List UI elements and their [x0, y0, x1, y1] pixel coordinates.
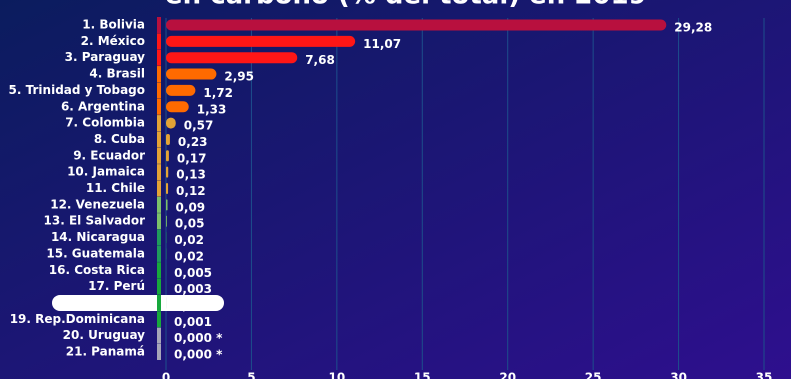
- bar-marker: [157, 327, 161, 344]
- value-label: 0,000 *: [174, 348, 223, 362]
- value-label: 0,000 *: [174, 331, 223, 345]
- bar-marker: [157, 196, 161, 213]
- x-tick-label: 25: [585, 371, 602, 379]
- bar-marker: [157, 82, 161, 99]
- value-label: 0,12: [176, 184, 206, 198]
- bar: [166, 183, 169, 194]
- x-tick-label: 35: [756, 371, 773, 379]
- y-tick-label: 5. Trinidad y Tobago: [9, 83, 145, 97]
- value-label: 0,001: [174, 315, 212, 329]
- bar-marker: [157, 115, 161, 132]
- y-tick-label: 17. Perú: [88, 279, 145, 293]
- x-tick-label: 10: [329, 371, 346, 379]
- y-tick-label: 12. Venezuela: [50, 197, 145, 211]
- y-tick-label: 11. Chile: [86, 181, 145, 195]
- bar: [166, 133, 170, 145]
- y-tick-label: 21. Panamá: [66, 345, 145, 359]
- bar-marker: [157, 278, 161, 295]
- y-tick-label: 15. Guatemala: [46, 246, 145, 260]
- y-tick-label: 7. Colombia: [65, 116, 145, 130]
- value-label: 0,13: [176, 168, 206, 182]
- value-label: 1,33: [197, 102, 227, 116]
- bar: [166, 215, 167, 227]
- bar-marker: [157, 311, 161, 328]
- bar-marker: [157, 245, 161, 262]
- y-tick-label: 16. Costa Rica: [49, 263, 145, 277]
- bar: [166, 199, 168, 211]
- bar-marker: [157, 17, 161, 33]
- value-label: 0,05: [175, 217, 205, 231]
- y-tick-label: 18. Honduras: [54, 295, 145, 309]
- value-label: 0,02: [174, 233, 204, 247]
- y-tick-label: 6. Argentina: [61, 99, 145, 113]
- y-tick-label: 19. Rep.Dominicana: [10, 312, 145, 326]
- x-tick-label: 0: [162, 371, 170, 379]
- y-tick-label: 1. Bolivia: [82, 18, 145, 32]
- bar: [166, 84, 196, 96]
- bar-marker: [157, 98, 161, 115]
- y-tick-label: 2. México: [81, 34, 145, 48]
- x-tick-label: 5: [247, 371, 255, 379]
- y-tick-label: 20. Uruguay: [63, 328, 146, 342]
- value-label: 1,72: [203, 86, 233, 100]
- chart-title: en carbono (% del total) en 2019: [165, 0, 647, 11]
- y-tick-label: 4. Brasil: [89, 67, 145, 81]
- bar: [166, 19, 667, 31]
- bar: [166, 101, 189, 113]
- value-label: 0,23: [178, 135, 208, 149]
- x-tick-label: 15: [414, 371, 431, 379]
- value-label: 7,68: [305, 53, 335, 67]
- highlight: [52, 294, 224, 311]
- bar-marker: [157, 262, 161, 279]
- bar-marker: [157, 131, 161, 148]
- bar-marker: [157, 147, 161, 164]
- y-tick-label: 13. El Salvador: [44, 214, 146, 228]
- value-label: 0,57: [184, 119, 214, 133]
- bar-marker: [157, 49, 161, 66]
- bar-marker: [157, 164, 161, 181]
- bar: [166, 35, 356, 47]
- y-tick-label: 3. Paraguay: [65, 50, 146, 64]
- bar: [166, 166, 169, 178]
- y-tick-label: 10. Jamaica: [67, 165, 145, 179]
- value-label: 0,02: [174, 249, 204, 263]
- x-tick-label: 30: [670, 371, 687, 379]
- bar-marker: [157, 66, 161, 83]
- bar: [166, 52, 298, 64]
- bar-marker: [157, 180, 161, 197]
- y-tick-label: 8. Cuba: [94, 132, 145, 146]
- bar-marker: [157, 294, 161, 311]
- y-tick-label: 9. Ecuador: [73, 148, 145, 162]
- bar-marker: [157, 344, 161, 360]
- value-label: 0,003: [174, 282, 212, 296]
- value-label: 11,07: [363, 37, 401, 51]
- value-label: 2,95: [224, 70, 254, 84]
- x-tick-label: 20: [499, 371, 516, 379]
- value-label: 0,17: [177, 151, 207, 165]
- value-label: 0,09: [176, 200, 206, 214]
- value-label: 0,005: [174, 266, 212, 280]
- bar-marker: [157, 213, 161, 230]
- bar: [166, 117, 176, 129]
- bar: [166, 68, 217, 80]
- value-label: 0,003: [174, 298, 212, 312]
- value-label: 29,28: [674, 21, 712, 35]
- bar-marker: [157, 229, 161, 246]
- bar: [166, 150, 169, 162]
- bar-marker: [157, 33, 161, 50]
- y-tick-label: 14. Nicaragua: [51, 230, 145, 244]
